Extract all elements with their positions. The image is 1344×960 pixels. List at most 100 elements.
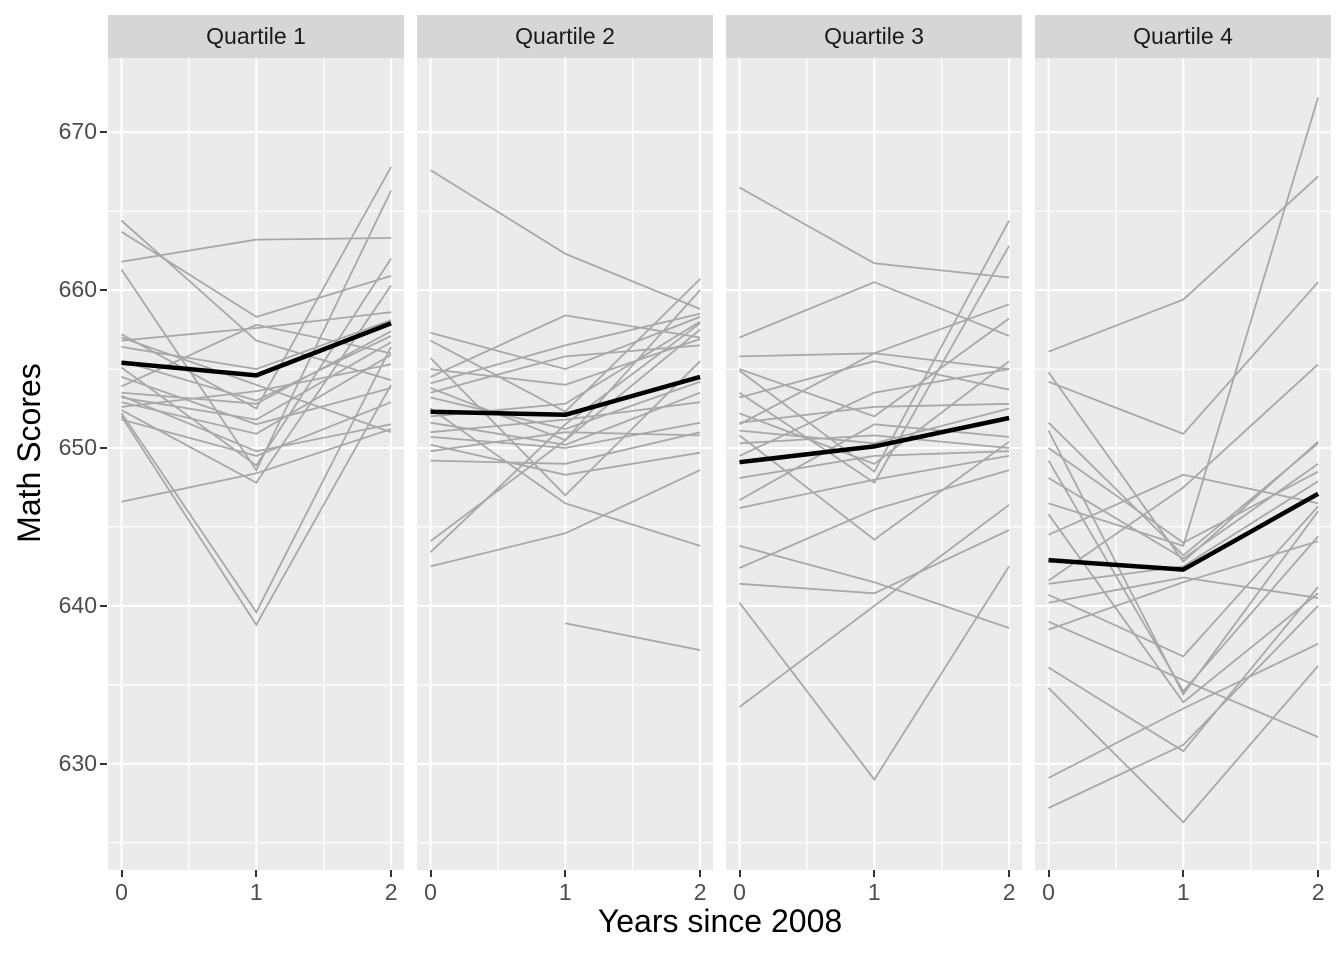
trajectory-line — [739, 423, 1010, 501]
trajectory-line — [430, 431, 701, 465]
trajectory-line — [121, 230, 392, 318]
trajectory-line — [430, 314, 701, 378]
trajectory-line — [121, 354, 392, 435]
trajectory-line — [121, 428, 392, 503]
trajectory-line — [429, 289, 701, 542]
y-tick-label: 660 — [58, 276, 97, 303]
facet-strip-label: Quartile 2 — [515, 23, 615, 49]
y-tick-label: 630 — [58, 749, 97, 776]
y-tick-label: 670 — [58, 118, 97, 145]
x-tick-mark — [1182, 870, 1185, 877]
trajectory-line — [429, 407, 701, 547]
facet-strip-quartile-1: Quartile 1 — [108, 15, 404, 58]
trajectory-line — [1048, 175, 1319, 353]
trajectory-line — [1047, 363, 1319, 582]
facet-panel-2 — [417, 58, 713, 870]
x-tick-label: 0 — [1042, 879, 1055, 905]
mean-line — [739, 415, 1010, 465]
x-tick-label: 1 — [249, 879, 263, 905]
trajectory-line — [739, 402, 1010, 424]
trajectory-line — [1048, 505, 1319, 658]
y-tick-mark — [100, 131, 107, 134]
trajectory-line — [121, 363, 392, 408]
trajectory-line — [738, 504, 1010, 708]
x-tick-label: 2 — [1311, 879, 1325, 905]
trajectory-line — [739, 469, 1010, 569]
trajectory-line — [1048, 642, 1319, 779]
trajectory-line — [1048, 540, 1319, 631]
x-tick-mark — [1008, 870, 1011, 877]
facet-strip-quartile-3: Quartile 3 — [726, 15, 1022, 58]
trajectory-line — [121, 284, 392, 484]
trajectory-line — [1048, 586, 1319, 753]
y-tick-mark — [100, 604, 107, 607]
trajectory-line — [121, 336, 392, 434]
trajectory-line — [739, 317, 1010, 418]
mean-line — [121, 321, 392, 378]
trajectory-line — [1047, 665, 1319, 824]
trajectory-line — [1047, 422, 1319, 557]
trajectory-line — [120, 384, 392, 627]
trajectory-line — [121, 395, 392, 453]
trajectory-line — [739, 281, 1010, 339]
x-tick-mark — [120, 870, 123, 877]
mean-line — [430, 374, 701, 418]
trajectory-line — [1048, 576, 1319, 604]
trajectory-line — [1047, 460, 1319, 693]
trajectory-line — [1048, 281, 1319, 435]
facet-panel-3 — [726, 58, 1022, 870]
trajectory-line — [739, 434, 1010, 449]
x-axis-title: Years since 2008 — [597, 903, 843, 939]
y-tick-mark — [100, 762, 107, 765]
trajectory-line — [121, 335, 392, 402]
x-tick-mark — [738, 870, 741, 877]
trajectory-line — [121, 311, 392, 342]
trajectory-line — [739, 529, 1010, 595]
trajectory-line — [121, 376, 392, 426]
x-tick-mark — [1317, 870, 1320, 877]
facet-strip-label: Quartile 4 — [1133, 23, 1233, 49]
trajectory-line — [1047, 447, 1319, 544]
trajectory-line — [430, 391, 701, 446]
trajectory-line — [1047, 513, 1319, 704]
trajectory-line — [1048, 480, 1319, 585]
x-tick-mark — [699, 870, 702, 877]
x-tick-mark — [564, 870, 567, 877]
x-tick-label: 1 — [1176, 879, 1190, 905]
y-tick-label: 640 — [58, 591, 97, 618]
x-tick-mark — [873, 870, 876, 877]
trajectory-line — [121, 330, 392, 405]
facet-panel-4 — [1035, 58, 1331, 870]
trajectory-line — [430, 312, 701, 385]
trajectory-line — [430, 443, 701, 476]
trajectory-line — [429, 357, 701, 497]
x-tick-mark — [255, 870, 258, 877]
trajectory-line — [738, 565, 1010, 782]
x-tick-mark — [1047, 870, 1050, 877]
x-tick-mark — [390, 870, 393, 877]
trajectory-line — [1048, 605, 1319, 809]
y-tick-mark — [100, 447, 107, 449]
x-tick-label: 2 — [1002, 879, 1016, 905]
trajectory-line — [739, 303, 1010, 426]
trajectory-line — [430, 401, 701, 434]
trajectory-line — [121, 319, 392, 371]
trajectory-line — [121, 237, 392, 263]
trajectory-line — [739, 545, 1010, 629]
mean-line — [1048, 491, 1320, 572]
trajectory-line — [1048, 97, 1319, 548]
trajectory-line — [739, 186, 1010, 279]
trajectory-line — [429, 322, 701, 553]
trajectory-line — [739, 368, 1010, 457]
trajectory-line — [430, 338, 701, 386]
trajectory-line — [565, 622, 701, 651]
trajectory-line — [120, 346, 392, 614]
facet-panel-1 — [108, 58, 404, 870]
facet-strip-quartile-4: Quartile 4 — [1035, 15, 1331, 58]
x-tick-label: 0 — [115, 879, 128, 905]
trajectory-line — [430, 431, 701, 453]
trajectory-line — [430, 169, 701, 310]
trajectory-line — [1047, 430, 1319, 697]
facet-strip-label: Quartile 1 — [206, 23, 306, 49]
